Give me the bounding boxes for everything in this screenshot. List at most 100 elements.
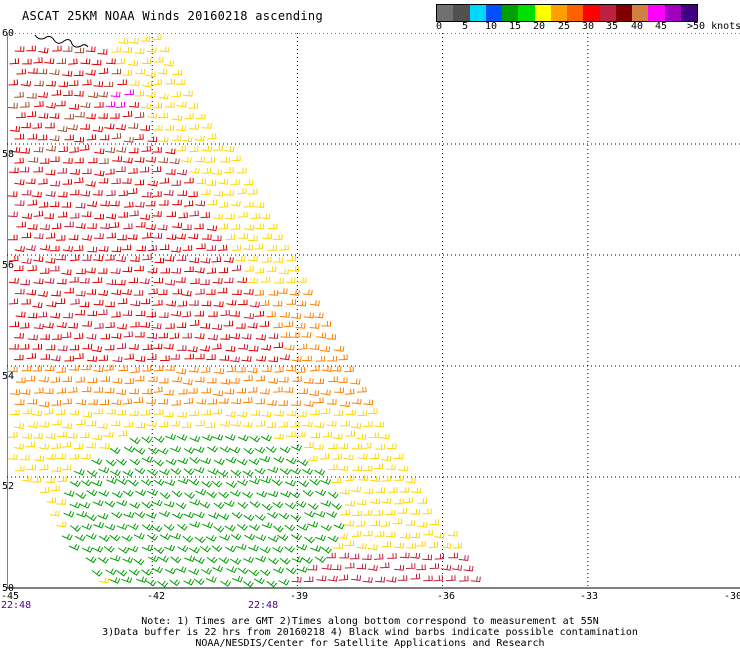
wind-barb: [274, 278, 284, 284]
wind-barb: [105, 301, 115, 308]
wind-barb: [254, 310, 265, 317]
wind-barb: [280, 332, 291, 338]
wind-barb: [21, 189, 32, 196]
wind-barb: [111, 246, 122, 253]
wind-barb: [80, 190, 91, 197]
wind-barb: [97, 309, 108, 316]
wind-barb: [310, 545, 322, 552]
wind-barb: [117, 430, 128, 437]
wind-barb: [57, 475, 68, 483]
wind-barb: [141, 456, 153, 463]
wind-barb: [127, 234, 138, 240]
wind-barb: [399, 487, 410, 493]
wind-barb: [278, 578, 290, 586]
wind-barb: [64, 113, 74, 120]
wind-barb: [50, 376, 61, 383]
wind-barb: [304, 510, 316, 518]
wind-barb: [98, 577, 110, 584]
wind-barb: [127, 523, 139, 531]
wind-barb: [211, 545, 223, 553]
wind-barb: [399, 552, 410, 559]
wind-barb: [410, 532, 421, 539]
wind-barb: [141, 544, 153, 552]
wind-barb: [362, 442, 372, 449]
wind-barb: [141, 191, 152, 198]
wind-barb: [57, 191, 68, 198]
wind-barb: [32, 302, 43, 309]
wind-barb: [195, 200, 206, 207]
wind-barb: [134, 134, 144, 140]
wind-barb: [105, 168, 115, 175]
wind-barb: [290, 514, 302, 522]
wind-barb: [26, 352, 37, 359]
wind-barb: [80, 58, 91, 65]
wind-barb: [122, 398, 132, 405]
wind-barb: [248, 569, 260, 577]
wind-barb: [169, 158, 180, 165]
wind-barb: [367, 544, 378, 551]
wind-barb: [177, 388, 188, 395]
wind-barb: [212, 390, 224, 397]
wind-barb: [218, 178, 229, 185]
wind-barb: [175, 79, 186, 85]
wind-barb: [164, 102, 175, 108]
wind-barb: [112, 356, 123, 363]
colorbar-label: 35: [606, 21, 619, 32]
wind-barb: [69, 212, 80, 219]
wind-barb: [135, 355, 146, 362]
wind-barb: [199, 345, 210, 352]
wind-barb: [194, 223, 204, 230]
wind-barb: [302, 355, 312, 362]
wind-barb: [127, 187, 138, 195]
wind-barb: [128, 167, 138, 174]
wind-barb: [302, 557, 313, 564]
wind-barb: [279, 311, 290, 318]
wind-barb: [44, 277, 55, 284]
wind-barb: [140, 479, 152, 486]
wind-barb: [181, 224, 192, 231]
wind-barb: [218, 223, 229, 230]
wind-barb: [256, 490, 268, 498]
wind-barb: [193, 446, 205, 453]
wind-barb: [429, 519, 440, 525]
wind-barb: [20, 80, 32, 87]
wind-barb: [152, 191, 162, 197]
wind-barb: [123, 421, 134, 428]
wind-barb: [298, 388, 308, 395]
wind-barb: [400, 533, 411, 540]
wind-barb: [218, 201, 229, 208]
wind-barb: [219, 534, 231, 541]
wind-barb: [417, 521, 428, 528]
wind-barb: [295, 501, 307, 508]
wind-barb: [448, 552, 458, 559]
wind-barb: [123, 136, 134, 143]
wind-barb: [74, 157, 84, 164]
wind-barb-map[interactable]: [7, 33, 740, 590]
wind-barb: [127, 479, 139, 487]
wind-barb: [109, 577, 121, 584]
wind-barb: [302, 421, 313, 428]
wind-barb: [176, 523, 188, 531]
wind-barb: [52, 334, 62, 340]
wind-barb: [92, 189, 103, 196]
wind-barb: [243, 375, 253, 382]
wind-barb: [69, 344, 80, 351]
wind-barb: [195, 156, 205, 163]
wind-barb: [302, 468, 314, 475]
wind-barb: [140, 298, 151, 305]
wind-barb: [194, 333, 205, 340]
wind-barb: [320, 478, 332, 485]
wind-barb: [176, 125, 187, 132]
wind-barb: [243, 514, 255, 522]
wind-barb: [79, 301, 90, 308]
wind-barb: [411, 487, 422, 494]
wind-barb: [255, 355, 267, 362]
wind-barb: [176, 255, 187, 261]
wind-barb: [254, 202, 265, 208]
wind-barb: [172, 288, 183, 295]
wind-barb: [304, 536, 315, 544]
wind-barb: [8, 234, 18, 241]
wind-barb: [211, 480, 223, 488]
wind-barb: [121, 576, 133, 584]
wind-barb: [21, 258, 32, 265]
